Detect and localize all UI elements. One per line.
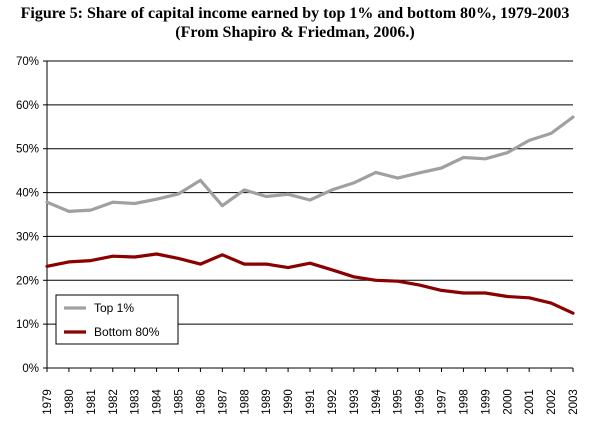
x-tick-label: 1979 [42, 389, 54, 415]
axes [43, 60, 574, 372]
x-tick-label: 1980 [64, 389, 76, 415]
x-tick-label: 1986 [195, 389, 207, 415]
x-tick-labels: 1979 1980 1981 1982 1983 1984 1985 1986 1987 1988… [42, 389, 580, 415]
x-tick-label: 1984 [152, 389, 164, 415]
x-tick-label: 1996 [415, 389, 427, 415]
x-tick-label: 1982 [108, 389, 120, 415]
x-tick-label: 1985 [174, 389, 186, 415]
data-series [45, 115, 575, 315]
y-tick-label: 20% [16, 275, 39, 287]
chart-title-block: Figure 5: Share of capital income earned… [0, 4, 590, 42]
x-tick-label: 1988 [239, 389, 251, 415]
y-tick-labels: 0% 10% 20% 30% 40% 50% 60% 70% [16, 56, 39, 375]
x-tick-label: 2003 [568, 389, 580, 415]
x-tick-label: 1995 [393, 389, 405, 415]
x-tick-label: 1999 [480, 389, 492, 415]
y-tick-label: 70% [16, 56, 39, 68]
y-tick-label: 30% [16, 231, 39, 243]
gridlines [47, 60, 573, 325]
x-tick-label: 1989 [261, 389, 273, 415]
chart-subtitle: (From Shapiro & Friedman, 2006.) [175, 24, 415, 41]
legend-label: Top 1% [94, 301, 134, 315]
x-tick-label: 1990 [283, 389, 295, 415]
legend: Top 1% Bottom 80% [55, 294, 179, 345]
x-tick-label: 2001 [524, 389, 536, 415]
series-line-bottom-80pct [45, 252, 575, 315]
x-tick-label: 2002 [546, 389, 558, 415]
y-tick-label: 0% [22, 363, 39, 375]
x-tick-label: 1998 [458, 389, 470, 415]
chart-title: Figure 5: Share of capital income earned… [20, 5, 570, 22]
y-tick-label: 10% [16, 319, 39, 331]
x-tick-label: 1993 [349, 389, 361, 415]
y-tick-label: 60% [16, 100, 39, 112]
x-tick-label: 2000 [502, 389, 514, 415]
legend-box [55, 294, 179, 345]
x-tick-label: 1983 [130, 389, 142, 415]
x-tick-label: 1987 [217, 389, 229, 415]
series-line-top-1pct [45, 115, 575, 213]
x-tick-label: 1997 [437, 389, 449, 415]
y-tick-label: 40% [16, 188, 39, 200]
x-tick-label: 1981 [86, 389, 98, 415]
legend-label: Bottom 80% [94, 325, 160, 339]
x-tick-label: 1991 [305, 389, 317, 415]
y-tick-label: 50% [16, 144, 39, 156]
x-tick-label: 1994 [371, 389, 383, 415]
x-tick-label: 1992 [327, 389, 339, 415]
